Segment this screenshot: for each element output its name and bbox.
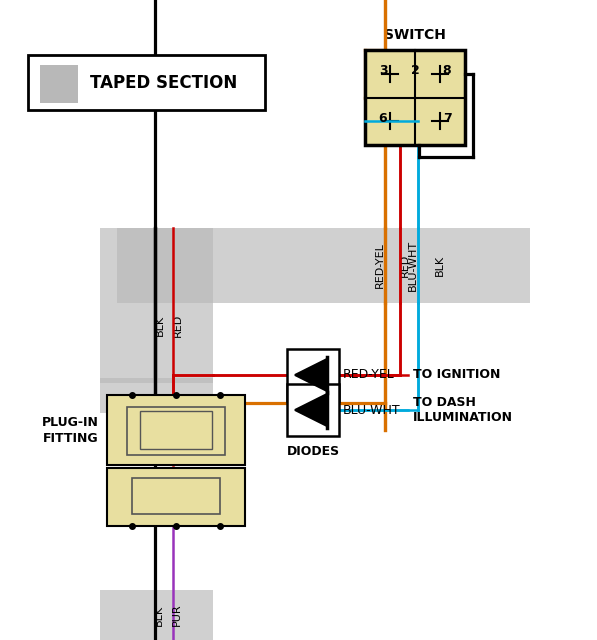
Bar bbox=[100, 590, 213, 640]
Text: TAPED SECTION: TAPED SECTION bbox=[90, 74, 237, 92]
Text: 2: 2 bbox=[411, 65, 419, 77]
Bar bbox=[100, 378, 213, 413]
Bar bbox=[132, 478, 220, 514]
Bar bbox=[287, 384, 339, 436]
Text: TO DASH
ILLUMINATION: TO DASH ILLUMINATION bbox=[413, 396, 513, 424]
Text: BLU-WHT: BLU-WHT bbox=[408, 240, 418, 291]
Text: 8: 8 bbox=[443, 65, 451, 77]
Text: PLUG-IN
FITTING: PLUG-IN FITTING bbox=[42, 415, 99, 445]
Text: RED: RED bbox=[173, 314, 183, 337]
Bar bbox=[107, 395, 245, 465]
Polygon shape bbox=[295, 359, 327, 391]
Text: DIODES: DIODES bbox=[287, 445, 340, 458]
Text: 7: 7 bbox=[442, 112, 451, 125]
Text: PUR: PUR bbox=[172, 604, 182, 627]
Text: RED-YEL: RED-YEL bbox=[375, 243, 385, 289]
Text: 3: 3 bbox=[378, 65, 387, 77]
Bar bbox=[287, 349, 339, 401]
Polygon shape bbox=[295, 394, 327, 426]
Bar bbox=[107, 468, 245, 526]
Bar bbox=[140, 411, 212, 449]
Text: SWITCH: SWITCH bbox=[384, 28, 446, 42]
Text: BLK: BLK bbox=[154, 604, 164, 625]
Text: BLK: BLK bbox=[155, 315, 165, 336]
Bar bbox=[117, 228, 530, 303]
Text: BLU-WHT: BLU-WHT bbox=[343, 403, 401, 417]
Bar bbox=[127, 407, 225, 455]
Text: 6: 6 bbox=[378, 112, 387, 125]
Bar bbox=[28, 55, 265, 110]
Text: RED-YEL: RED-YEL bbox=[343, 369, 395, 381]
Bar bbox=[365, 50, 465, 145]
Text: TO IGNITION: TO IGNITION bbox=[413, 369, 500, 381]
Text: RED: RED bbox=[400, 254, 410, 277]
Bar bbox=[40, 65, 78, 103]
Text: BLK: BLK bbox=[435, 255, 445, 276]
Bar bbox=[100, 228, 213, 383]
